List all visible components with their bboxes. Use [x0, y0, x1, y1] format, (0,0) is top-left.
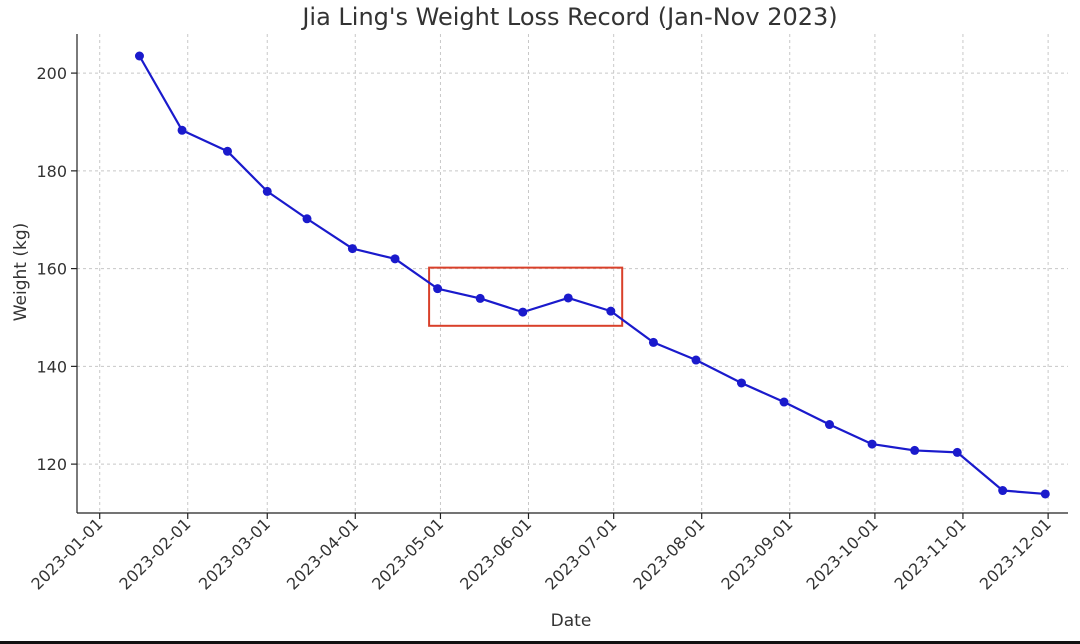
weight-series-line: [138, 55, 1046, 496]
data-point: [648, 337, 658, 347]
y-tick-label: 160: [36, 260, 67, 279]
x-tick-labels: 2023-01-01 2023-02-01 2023-03-01 2023-04-01…: [27, 514, 1055, 593]
x-tick-label: 2023-09-01: [717, 514, 796, 593]
x-tick-label: 2023-10-01: [803, 514, 882, 593]
highlight-box: [428, 266, 624, 327]
data-point: [998, 486, 1008, 496]
data-point: [475, 293, 485, 303]
data-point: [222, 146, 232, 156]
grid: [77, 34, 1068, 513]
data-point: [736, 378, 746, 388]
series-line-layer: [138, 55, 1046, 496]
highlight-box-layer: [428, 266, 624, 327]
x-tick-label: 2023-07-01: [541, 514, 620, 593]
data-point: [952, 447, 962, 457]
x-tick-label: 2023-06-01: [456, 514, 535, 593]
data-point: [134, 51, 144, 61]
data-point: [518, 307, 528, 317]
data-point: [824, 420, 834, 430]
y-tick-label: 180: [36, 162, 67, 181]
x-tick-label: 2023-02-01: [115, 514, 194, 593]
x-tick-label: 2023-01-01: [27, 514, 106, 593]
data-point: [867, 439, 877, 449]
x-tick-label: 2023-05-01: [368, 514, 447, 593]
chart-title: Jia Ling's Weight Loss Record (Jan-Nov 2…: [300, 3, 837, 31]
data-point: [347, 244, 357, 254]
y-tick-labels: 120 140 160 180 200: [36, 64, 67, 474]
data-point: [177, 125, 187, 135]
x-tick-label: 2023-12-01: [976, 514, 1055, 593]
data-point: [390, 254, 400, 264]
data-point: [910, 445, 920, 455]
data-point: [302, 214, 312, 224]
x-tick-label: 2023-11-01: [891, 514, 970, 593]
data-points: [134, 51, 1050, 499]
x-axis-label: Date: [551, 611, 592, 631]
x-tick-label: 2023-04-01: [283, 514, 362, 593]
data-point: [433, 284, 443, 294]
x-tick-label: 2023-03-01: [195, 514, 274, 593]
x-tick-label: 2023-08-01: [629, 514, 708, 593]
axes: [71, 34, 1068, 519]
y-tick-label: 140: [36, 357, 67, 376]
data-point: [563, 293, 573, 303]
y-tick-label: 200: [36, 64, 67, 83]
y-tick-label: 120: [36, 455, 67, 474]
data-point: [779, 397, 789, 407]
data-point: [691, 355, 701, 365]
data-point: [1040, 489, 1050, 499]
data-point: [262, 186, 272, 196]
data-point: [606, 306, 616, 316]
window-bottom-edge: [0, 641, 1080, 644]
y-axis-label: Weight (kg): [11, 223, 31, 322]
